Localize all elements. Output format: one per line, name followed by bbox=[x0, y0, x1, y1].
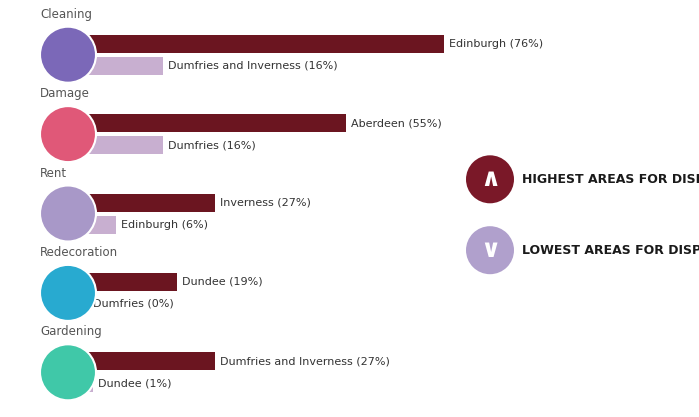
Text: Dundee (1%): Dundee (1%) bbox=[98, 378, 171, 388]
Bar bbox=[88, 57, 163, 75]
Text: Aberdeen (55%): Aberdeen (55%) bbox=[351, 118, 442, 128]
Circle shape bbox=[40, 344, 96, 400]
Text: Dumfries and Inverness (27%): Dumfries and Inverness (27%) bbox=[219, 356, 389, 366]
Bar bbox=[88, 273, 177, 291]
Bar bbox=[88, 374, 93, 392]
Text: Redecoration: Redecoration bbox=[40, 246, 118, 259]
Circle shape bbox=[466, 155, 514, 203]
Bar bbox=[88, 35, 445, 53]
Text: ∧: ∧ bbox=[480, 167, 500, 191]
Circle shape bbox=[40, 186, 96, 241]
Circle shape bbox=[40, 27, 96, 83]
Circle shape bbox=[40, 265, 96, 321]
Text: ∨: ∨ bbox=[480, 238, 500, 262]
Text: LOWEST AREAS FOR DISPUTES: LOWEST AREAS FOR DISPUTES bbox=[522, 244, 699, 257]
Text: Cleaning: Cleaning bbox=[40, 8, 92, 21]
Text: Edinburgh (76%): Edinburgh (76%) bbox=[449, 39, 543, 49]
Text: HIGHEST AREAS FOR DISPUTES: HIGHEST AREAS FOR DISPUTES bbox=[522, 173, 699, 186]
Bar bbox=[88, 136, 163, 154]
Text: Gardening: Gardening bbox=[40, 325, 102, 338]
Text: Dundee (19%): Dundee (19%) bbox=[182, 277, 263, 287]
Text: Dumfries (0%): Dumfries (0%) bbox=[93, 299, 174, 309]
Text: Edinburgh (6%): Edinburgh (6%) bbox=[121, 219, 208, 229]
Circle shape bbox=[466, 226, 514, 274]
Text: Rent: Rent bbox=[40, 166, 67, 179]
Circle shape bbox=[40, 106, 96, 162]
Bar bbox=[88, 114, 346, 132]
Text: Inverness (27%): Inverness (27%) bbox=[219, 198, 310, 208]
Text: Dumfries (16%): Dumfries (16%) bbox=[168, 140, 256, 150]
Text: Dumfries and Inverness (16%): Dumfries and Inverness (16%) bbox=[168, 61, 338, 71]
Bar bbox=[88, 352, 215, 370]
Bar bbox=[88, 193, 215, 211]
Bar bbox=[88, 216, 116, 234]
Text: Damage: Damage bbox=[40, 87, 90, 100]
